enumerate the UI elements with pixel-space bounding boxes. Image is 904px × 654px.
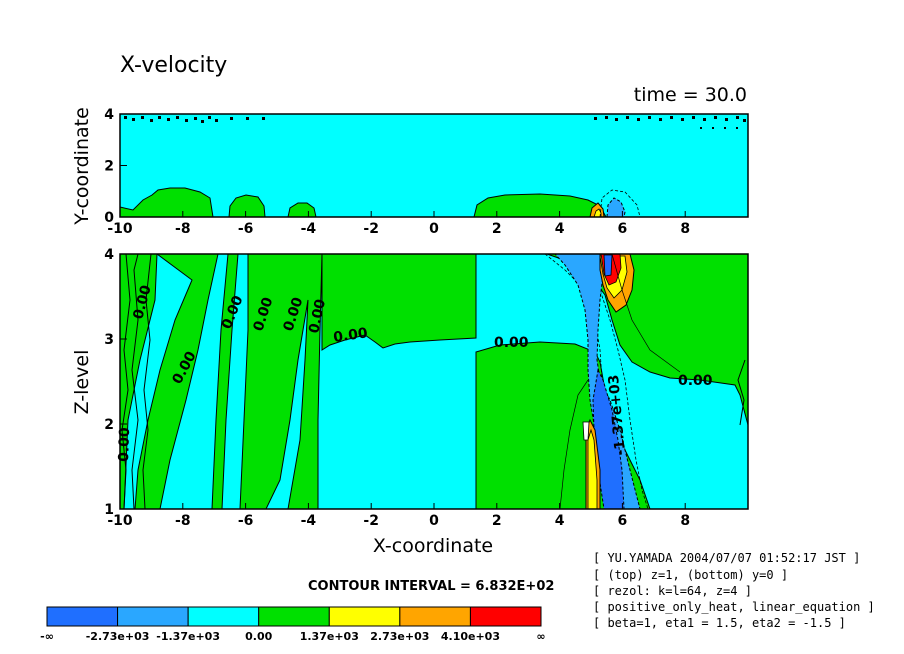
top-xtick-label: -6 (238, 221, 254, 237)
colorbar-label: 2.73e+03 (370, 630, 429, 643)
top-xtick-label: -8 (175, 221, 191, 237)
bottom-x-axis-label: X-coordinate (373, 535, 493, 557)
contour-label-8: 0.00 (494, 335, 529, 351)
contour-label-7: 0.00 (332, 325, 369, 346)
bottom-ytick-label: 1 (104, 502, 114, 518)
colorbar-label: 4.10e+03 (441, 630, 500, 643)
bottom-green-plateau (321, 253, 477, 351)
noise-contour-3 (142, 253, 152, 510)
colorbar-swatch (399, 606, 471, 627)
top-x-axis: -10 -8 -6 -4 -2 0 2 4 6 8 (107, 211, 690, 237)
top-ytick-label: 4 (104, 107, 114, 123)
noise-contour-2 (131, 253, 139, 510)
contour-label-11: -1.37e+03 (606, 374, 629, 456)
top-green-region-mid1 (228, 194, 266, 218)
contour-label-9: 0.00 (678, 373, 713, 389)
noise-contour-right (737, 359, 746, 426)
colorbar-label: 0.00 (245, 630, 272, 643)
noise-contour-1 (121, 253, 131, 510)
bottom-xtick-label: 4 (555, 513, 565, 529)
bottom-xtick-label: -4 (301, 513, 317, 529)
thin-contour-2 (611, 253, 681, 373)
info-line-5: [ beta=1, eta1 = 1.5, eta2 = -1.5 ] (593, 616, 846, 630)
colorbar-label: -1.37e+03 (156, 630, 220, 643)
top-xtick-label: 4 (555, 221, 565, 237)
colorbar-label: -∞ (40, 630, 54, 643)
colorbar-label: -2.73e+03 (86, 630, 150, 643)
bottom-xtick-label: -2 (363, 513, 379, 529)
bottom-x-axis: -10 -8 -6 -4 -2 0 2 4 6 8 (107, 503, 690, 529)
colorbar-swatch (469, 606, 542, 627)
thin-contour-1 (559, 379, 589, 510)
bottom-y-axis: 1 2 3 4 (104, 247, 127, 518)
top-ytick-label: 0 (104, 210, 114, 226)
info-line-4: [ positive_only_heat, linear_equation ] (593, 600, 875, 614)
bottom-green-strip-2 (239, 253, 323, 510)
dashed-contour-right (559, 253, 649, 510)
top-panel: -10 -8 -6 -4 -2 0 2 4 6 8 0 2 4 Y-coordinate (71, 107, 749, 237)
top-y-axis: 0 2 4 (104, 107, 127, 226)
top-xtick-label: 8 (680, 221, 690, 237)
bottom-xtick-label: 6 (618, 513, 628, 529)
bottom-xtick-label: 8 (680, 513, 690, 529)
colorbar-swatch (187, 606, 260, 627)
time-label: time = 30.0 (634, 84, 747, 106)
top-xtick-label: 6 (618, 221, 628, 237)
top-y-axis-label: Y-coordinate (71, 107, 93, 226)
colorbar-swatch (328, 606, 401, 627)
top-xtick-label: -2 (363, 221, 379, 237)
bottom-negative-core-upper (603, 254, 613, 277)
contour-label-10: 0.00 (116, 427, 133, 462)
top-xtick-label: -10 (107, 221, 133, 237)
top-xtick-label: 0 (429, 221, 439, 237)
bottom-panel: 0.00 0.00 0.00 0.00 0.00 0.00 0.00 0.00 … (71, 247, 749, 557)
top-green-region-left (119, 187, 214, 218)
colorbar-swatch (117, 606, 189, 627)
contour-interval: CONTOUR INTERVAL = 6.832E+02 (308, 579, 554, 594)
bottom-xtick-label: 2 (492, 513, 502, 529)
colorbar-label: 1.37e+03 (300, 630, 359, 643)
colorbar-label: ∞ (536, 630, 545, 643)
info-line-2: [ (top) z=1, (bottom) y=0 ] (593, 568, 788, 582)
top-ytick-label: 2 (104, 159, 114, 175)
bottom-xtick-label: -8 (175, 513, 191, 529)
top-panel-background (120, 114, 748, 217)
top-xtick-label: 2 (492, 221, 502, 237)
bottom-xtick-label: 0 (429, 513, 439, 529)
top-xtick-label: -4 (301, 221, 317, 237)
colorbar-swatch (258, 606, 330, 627)
chart-title: X-velocity (120, 53, 227, 78)
info-line-1: [ YU.YAMADA 2004/07/07 01:52:17 JST ] (593, 551, 860, 565)
top-dashed-contour (599, 189, 641, 218)
bottom-white-marker (582, 421, 590, 441)
info-line-3: [ rezol: k=l=64, z=4 ] (593, 584, 752, 598)
bottom-ytick-label: 2 (104, 417, 114, 433)
info-block: [ YU.YAMADA 2004/07/07 01:52:17 JST ] [ … (593, 551, 875, 630)
bottom-y-axis-label: Z-level (71, 350, 93, 415)
bottom-xtick-label: -10 (107, 513, 133, 529)
bottom-ytick-label: 3 (104, 332, 114, 348)
top-edge-noise (124, 116, 746, 129)
colorbar: -∞ -2.73e+03 -1.37e+03 0.00 1.37e+03 2.73e+03… (40, 606, 546, 643)
bottom-ytick-label: 4 (104, 247, 114, 263)
contour-label-6: 0.00 (306, 297, 329, 334)
bottom-xtick-label: -6 (238, 513, 254, 529)
colorbar-swatch (46, 606, 119, 627)
